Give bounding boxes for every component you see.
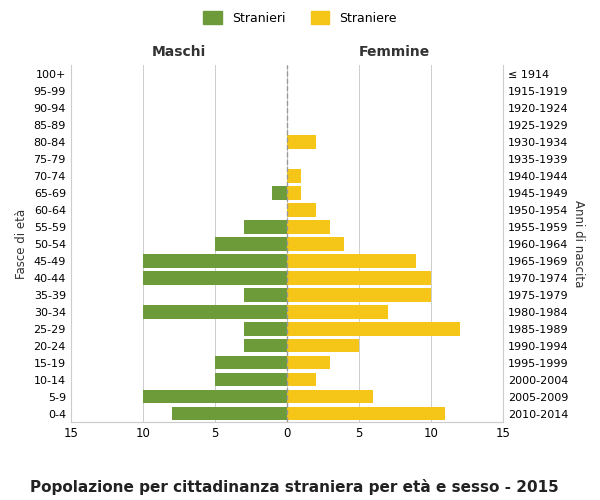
Bar bbox=[244, 322, 287, 336]
Bar bbox=[143, 305, 287, 318]
Bar bbox=[287, 390, 373, 404]
Bar bbox=[287, 220, 330, 234]
Y-axis label: Anni di nascita: Anni di nascita bbox=[572, 200, 585, 288]
Bar bbox=[287, 356, 330, 370]
Bar bbox=[287, 407, 445, 420]
Bar bbox=[287, 288, 431, 302]
Bar bbox=[287, 254, 416, 268]
Bar bbox=[272, 186, 287, 200]
Text: Femmine: Femmine bbox=[359, 46, 430, 60]
Legend: Stranieri, Straniere: Stranieri, Straniere bbox=[198, 6, 402, 30]
Bar bbox=[172, 407, 287, 420]
Bar bbox=[215, 356, 287, 370]
Bar bbox=[287, 373, 316, 386]
Bar bbox=[143, 271, 287, 284]
Bar bbox=[287, 339, 359, 352]
Bar bbox=[287, 135, 316, 148]
Bar bbox=[287, 305, 388, 318]
Bar bbox=[287, 203, 316, 216]
Bar bbox=[215, 237, 287, 250]
Text: Maschi: Maschi bbox=[152, 46, 206, 60]
Text: Popolazione per cittadinanza straniera per età e sesso - 2015: Popolazione per cittadinanza straniera p… bbox=[30, 479, 559, 495]
Bar bbox=[287, 237, 344, 250]
Bar bbox=[287, 271, 431, 284]
Bar bbox=[143, 390, 287, 404]
Bar bbox=[287, 186, 301, 200]
Bar bbox=[215, 373, 287, 386]
Bar bbox=[287, 322, 460, 336]
Bar bbox=[143, 254, 287, 268]
Bar bbox=[244, 288, 287, 302]
Bar bbox=[244, 339, 287, 352]
Y-axis label: Fasce di età: Fasce di età bbox=[15, 208, 28, 279]
Bar bbox=[244, 220, 287, 234]
Bar bbox=[287, 169, 301, 182]
